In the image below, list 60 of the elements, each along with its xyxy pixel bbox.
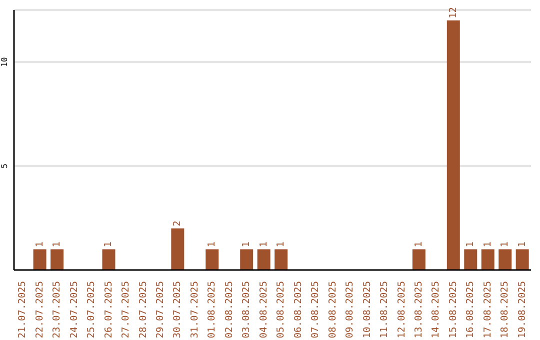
x-tick-label: 12.08.2025 [396,281,408,338]
x-tick-label: 25.07.2025 [86,281,98,338]
data-label: 1 [103,241,114,248]
bar [50,249,64,270]
data-label: 1 [276,241,287,248]
x-tick-label: 21.07.2025 [17,281,28,338]
bar [206,249,219,270]
data-label: 1 [465,241,476,248]
data-label: 1 [500,241,511,248]
bar [412,249,426,270]
x-tick-label: 02.08.2025 [224,281,235,338]
x-tick-label: 10.08.2025 [362,281,373,338]
bar [446,20,460,270]
data-label: 1 [482,241,494,248]
bar [274,249,288,270]
x-tick-label: 22.07.2025 [34,281,46,338]
bar [516,249,529,270]
data-label: 12 [448,6,459,18]
x-tick-label: 04.08.2025 [258,281,270,338]
bar [257,249,270,270]
x-tick-label: 08.08.2025 [327,281,338,338]
x-tick-label: 13.08.2025 [413,281,424,338]
x-tick-label: 18.08.2025 [500,281,511,338]
x-tick-label: 05.08.2025 [276,281,287,338]
x-tick-label: 28.07.2025 [138,281,149,338]
x-tick-label: 23.07.2025 [52,281,63,338]
x-tick-label: 09.08.2025 [344,281,356,338]
x-tick-label: 29.07.2025 [154,281,166,338]
bar [102,249,116,270]
x-tick-label: 14.08.2025 [430,281,442,338]
data-label: 1 [52,241,63,248]
x-tick-label: 07.08.2025 [310,281,322,338]
x-tick-label: 26.07.2025 [103,281,114,338]
data-label: 1 [34,241,46,248]
bar [171,228,184,270]
x-tick-label: 31.07.2025 [189,281,200,338]
data-label: 1 [206,241,218,248]
y-tick-label: 5 [0,163,9,168]
bar [464,249,478,270]
y-tick-label: 10 [0,57,9,67]
data-label: 2 [172,220,184,226]
x-tick-label: 15.08.2025 [448,281,459,338]
bar [498,249,512,270]
x-tick-label: 01.08.2025 [206,281,218,338]
data-label: 1 [258,241,270,248]
bar [240,249,254,270]
x-tick-label: 03.08.2025 [241,281,252,338]
data-label: 1 [413,241,424,248]
x-tick-label: 06.08.2025 [292,281,304,338]
x-tick-label: 16.08.2025 [465,281,476,338]
x-tick-label: 30.07.2025 [172,281,184,338]
data-label: 1 [241,241,252,248]
bar [481,249,494,270]
x-tick-label: 24.07.2025 [68,281,80,338]
x-tick-label: 27.07.2025 [120,281,132,338]
data-label: 1 [516,241,528,248]
x-tick-label: 11.08.2025 [379,281,390,338]
x-tick-label: 19.08.2025 [516,281,528,338]
bar [33,249,46,270]
x-tick-label: 17.08.2025 [482,281,494,338]
